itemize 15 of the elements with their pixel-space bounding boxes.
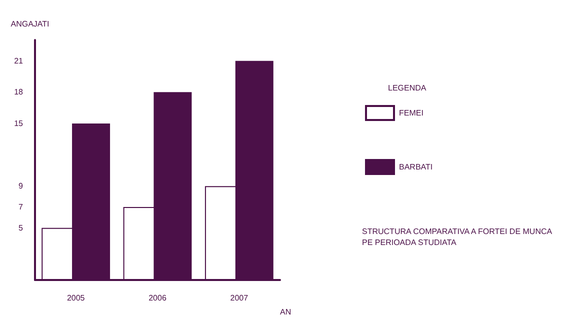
text: STRUCTURA COMPARATIVA A FORTEI DE MUNCA PE PERIOADA STUDIATA	[362, 227, 554, 247]
x-axis-title: AN	[280, 308, 292, 316]
legend-label: FEMEI	[399, 108, 424, 118]
y-tick-label: 5	[18, 223, 24, 232]
legend-title: LEGENDA	[388, 84, 427, 92]
x-tick-label: 2006	[148, 294, 167, 302]
legend-label: BARBATI	[399, 162, 433, 172]
y-tick-label: 21	[14, 56, 24, 66]
x-tick-label: 2007	[230, 294, 249, 302]
x-tick-label: 2005	[66, 294, 86, 302]
y-axis-title: ANGAJATI	[10, 20, 50, 28]
y-tick-label: 18	[14, 88, 24, 97]
y-tick-label: 9	[18, 182, 24, 191]
y-tick-label: 15	[14, 118, 24, 128]
y-tick-label: 7	[18, 202, 24, 212]
